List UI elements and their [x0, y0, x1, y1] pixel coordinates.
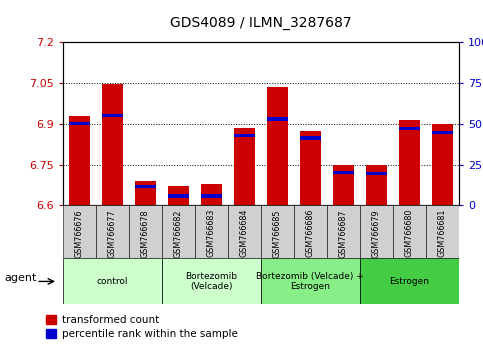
Bar	[96, 205, 129, 258]
Bar	[168, 194, 189, 198]
Text: GSM766678: GSM766678	[141, 209, 150, 258]
Bar	[162, 205, 195, 258]
Text: GDS4089 / ILMN_3287687: GDS4089 / ILMN_3287687	[170, 16, 352, 30]
Bar	[333, 171, 354, 174]
Text: GSM766682: GSM766682	[174, 209, 183, 258]
Bar	[261, 258, 360, 304]
Bar	[398, 127, 420, 130]
Text: Bortezomib (Velcade) +
Estrogen: Bortezomib (Velcade) + Estrogen	[256, 272, 364, 291]
Bar	[398, 120, 420, 205]
Bar	[294, 205, 327, 258]
Bar	[327, 205, 360, 258]
Bar	[135, 185, 156, 188]
Text: control: control	[97, 277, 128, 286]
Text: GSM766683: GSM766683	[207, 209, 216, 257]
Bar	[299, 136, 321, 139]
Text: GSM766686: GSM766686	[306, 209, 315, 257]
Bar	[101, 84, 123, 205]
Text: GSM766676: GSM766676	[75, 209, 84, 258]
Bar	[101, 114, 123, 117]
Bar	[200, 194, 222, 198]
Text: GSM766680: GSM766680	[405, 209, 414, 257]
Bar	[360, 258, 459, 304]
Bar	[366, 165, 387, 205]
Bar	[426, 205, 459, 258]
Bar	[69, 116, 90, 205]
Bar	[228, 205, 261, 258]
Text: Estrogen: Estrogen	[389, 277, 429, 286]
Bar	[234, 128, 255, 205]
Bar	[261, 205, 294, 258]
Bar	[63, 258, 162, 304]
Legend: transformed count, percentile rank within the sample: transformed count, percentile rank withi…	[44, 313, 240, 341]
Bar	[135, 181, 156, 205]
Bar	[432, 124, 453, 205]
Bar	[299, 131, 321, 205]
Text: GSM766687: GSM766687	[339, 209, 348, 258]
Bar	[162, 258, 261, 304]
Bar	[234, 134, 255, 137]
Text: GSM766681: GSM766681	[438, 209, 447, 257]
Text: Bortezomib
(Velcade): Bortezomib (Velcade)	[185, 272, 237, 291]
Text: GSM766679: GSM766679	[372, 209, 381, 258]
Bar	[129, 205, 162, 258]
Bar	[63, 205, 96, 258]
Bar	[366, 172, 387, 175]
Bar	[267, 118, 288, 121]
Text: agent: agent	[5, 273, 37, 283]
Bar	[333, 165, 354, 205]
Text: GSM766685: GSM766685	[273, 209, 282, 258]
Bar	[200, 184, 222, 205]
Text: GSM766684: GSM766684	[240, 209, 249, 257]
Bar	[195, 205, 228, 258]
Bar	[69, 122, 90, 125]
Bar	[360, 205, 393, 258]
Bar	[393, 205, 426, 258]
Bar	[267, 87, 288, 205]
Bar	[432, 131, 453, 134]
Bar	[168, 186, 189, 205]
Text: GSM766677: GSM766677	[108, 209, 117, 258]
